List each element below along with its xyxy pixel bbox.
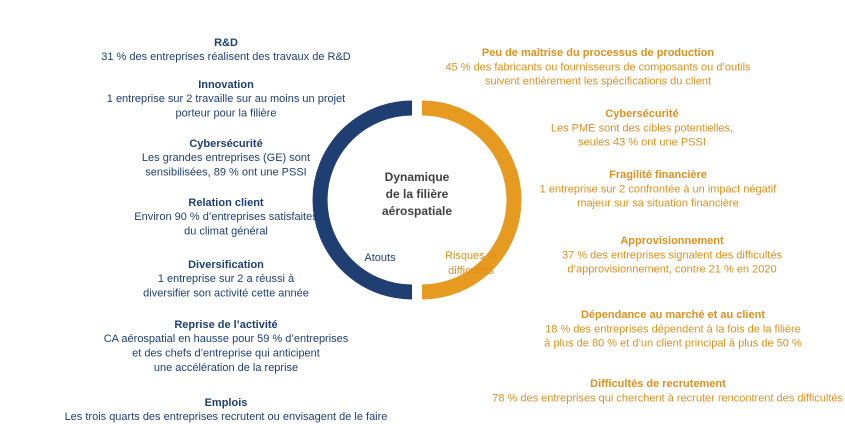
risk-title: Approvisionnement bbox=[620, 235, 724, 247]
risks-label: difficultés bbox=[448, 265, 494, 277]
strength-title: Reprise de l’activité bbox=[174, 319, 277, 331]
strength-title: Innovation bbox=[198, 79, 254, 91]
strength-text: Les grandes entreprises (GE) sont bbox=[142, 152, 310, 164]
center-title: aérospatiale bbox=[382, 204, 452, 218]
strength-title: Emplois bbox=[205, 397, 248, 409]
risk-text: 1 entreprise sur 2 confrontée à un impac… bbox=[540, 183, 778, 195]
strength-text: 31 % des entreprises réalisent des trava… bbox=[101, 51, 351, 63]
risk-text: majeur sur sa situation financière bbox=[577, 197, 738, 209]
strength-title: R&D bbox=[214, 37, 238, 49]
risk-title: Fragilité financière bbox=[609, 169, 707, 181]
strength-text: 1 entreprise sur 2 a réussi à bbox=[158, 273, 295, 285]
risk-title: Cybersécurité bbox=[605, 108, 678, 120]
risk-text: Les PME sont des cibles potentielles, bbox=[551, 122, 733, 134]
risk-text: seules 43 % ont une PSSI bbox=[578, 136, 706, 148]
strength-text: Les trois quarts des entreprises recrute… bbox=[65, 411, 388, 423]
strength-text: CA aérospatial en hausse pour 59 % d’ent… bbox=[104, 333, 349, 345]
strength-title: Relation client bbox=[188, 197, 264, 209]
center-title: Dynamique bbox=[385, 170, 450, 184]
risks-arc bbox=[421, 100, 522, 300]
center-title: de la filière bbox=[386, 187, 449, 201]
strength-text: et des chefs d’entreprise qui anticipent bbox=[132, 347, 320, 359]
strengths-label: Atouts bbox=[364, 252, 396, 264]
risk-text: 78 % des entreprises qui cherchent à rec… bbox=[492, 392, 843, 404]
strength-text: Environ 90 % d’entreprises satisfaites bbox=[134, 211, 318, 223]
strength-text: porteur pour la filière bbox=[176, 107, 277, 119]
risk-text: suivent entièrement les spécifications d… bbox=[485, 75, 711, 87]
risk-text: à plus de 80 % et d’un client principal … bbox=[544, 337, 802, 349]
strength-text: une accélération de la reprise bbox=[154, 362, 298, 374]
strengths-arc bbox=[312, 100, 413, 300]
risk-text: 18 % des entreprises dépendent à la fois… bbox=[545, 323, 801, 335]
strength-title: Diversification bbox=[188, 259, 264, 271]
strength-text: sensibilisées, 89 % ont une PSSI bbox=[145, 166, 306, 178]
risk-title: Difficultés de recrutement bbox=[590, 378, 726, 390]
strength-text: 1 entreprise sur 2 travaille sur au moin… bbox=[107, 93, 345, 105]
strength-title: Cybersécurité bbox=[189, 138, 262, 150]
strength-text: du climat général bbox=[184, 225, 268, 237]
strength-text: diversifier son activité cette année bbox=[143, 287, 309, 299]
risks-label: Risques et bbox=[445, 250, 497, 262]
risk-text: 37 % des entreprises signalent des diffi… bbox=[562, 249, 782, 261]
risk-text: d’approvisionnement, contre 21 % en 2020 bbox=[567, 263, 776, 275]
risk-title: Peu de maîtrise du processus de producti… bbox=[482, 47, 715, 59]
risk-text: 45 % des fabricants ou fournisseurs de c… bbox=[445, 61, 751, 73]
risk-title: Dépendance au marché et au client bbox=[581, 309, 765, 321]
